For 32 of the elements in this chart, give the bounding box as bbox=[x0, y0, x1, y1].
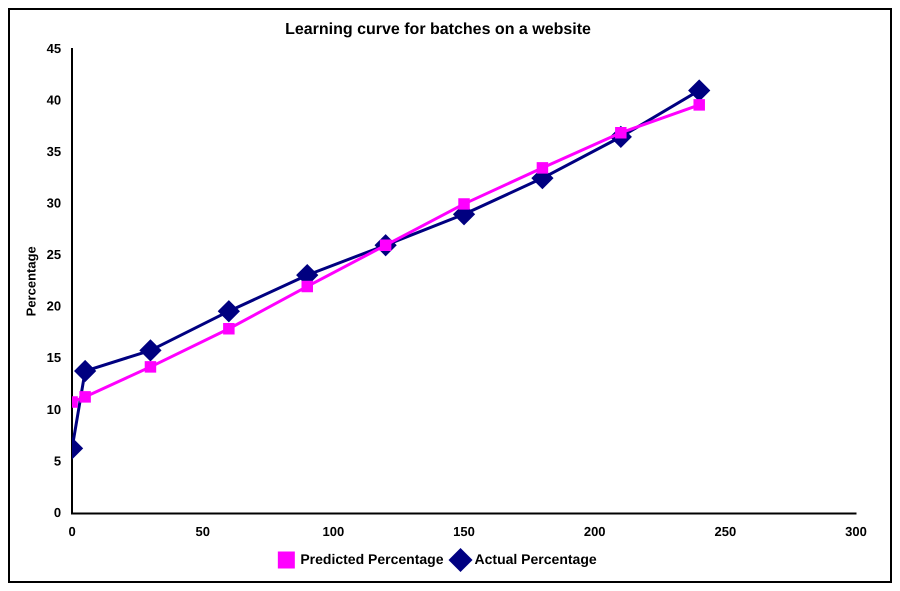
y-tick-label: 0 bbox=[54, 504, 62, 520]
y-tick-label: 25 bbox=[46, 247, 62, 262]
point bbox=[140, 340, 161, 361]
y-tick-label: 20 bbox=[46, 298, 62, 314]
y-tick-label: 30 bbox=[46, 196, 62, 211]
x-tick-label: 300 bbox=[845, 524, 867, 539]
x-tick-label: 0 bbox=[68, 524, 76, 539]
x-tick-label: 150 bbox=[453, 524, 475, 539]
y-tick-label: 40 bbox=[46, 92, 62, 108]
y-tick-label: 45 bbox=[46, 40, 62, 56]
chart-title: Learning curve for batches on a website bbox=[285, 21, 592, 38]
y-tick-label: 10 bbox=[46, 402, 62, 417]
x-tick-label: 250 bbox=[714, 524, 736, 539]
x-tick-label: 200 bbox=[584, 524, 606, 539]
legend-label: Actual Percentage bbox=[474, 550, 597, 567]
y-tick-label: 5 bbox=[54, 453, 62, 468]
point bbox=[74, 360, 96, 382]
point bbox=[218, 300, 240, 322]
x-tick-label: 50 bbox=[195, 524, 210, 539]
point bbox=[536, 162, 548, 174]
point bbox=[302, 280, 313, 292]
y-axis-title: Percentage bbox=[23, 246, 38, 316]
point bbox=[458, 198, 470, 210]
point bbox=[144, 361, 156, 373]
legend-label: Predicted Percentage bbox=[300, 550, 444, 567]
point bbox=[223, 323, 235, 334]
point bbox=[688, 80, 710, 101]
point bbox=[693, 99, 705, 111]
point bbox=[79, 391, 91, 403]
y-tick-label: 15 bbox=[46, 350, 62, 366]
y-tick-label: 35 bbox=[46, 144, 62, 159]
x-tick-label: 100 bbox=[322, 524, 344, 539]
